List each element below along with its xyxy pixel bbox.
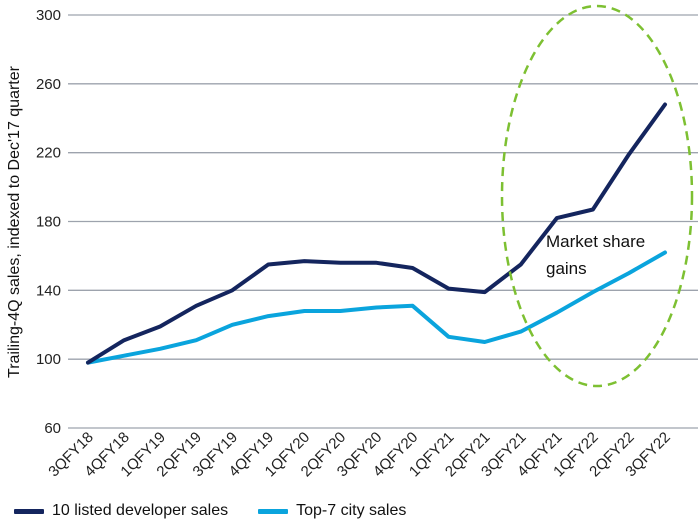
y-tick-300: 300 <box>36 7 61 24</box>
market-share-annotation: Market share gains <box>500 4 694 388</box>
legend-swatch-top7 <box>258 508 289 514</box>
gridlines <box>68 14 698 429</box>
y-tick-labels: 60 100 140 180 220 260 300 <box>36 7 61 437</box>
y-axis-label: Trailing-4Q sales, indexed to Dec'17 qua… <box>6 65 23 378</box>
series-line-developer <box>86 102 667 365</box>
y-tick-260: 260 <box>36 76 61 93</box>
y-tick-100: 100 <box>36 351 61 368</box>
y-tick-140: 140 <box>36 282 61 299</box>
legend-swatch-developer <box>14 508 44 514</box>
series-lines <box>86 102 667 365</box>
y-tick-60: 60 <box>44 420 61 437</box>
y-tick-180: 180 <box>36 214 61 231</box>
annotation-line-1: Market share <box>546 232 645 251</box>
x-tick-labels: 3QFY184QFY181QFY192QFY193QFY194QFY191QFY… <box>45 429 674 481</box>
legend-item-developer: 10 listed developer sales <box>14 502 228 520</box>
annotation-ellipse <box>500 4 694 388</box>
legend-label-developer: 10 listed developer sales <box>52 502 229 519</box>
legend-label-top7: Top-7 city sales <box>296 502 407 519</box>
series-line-top7 <box>86 250 667 365</box>
y-tick-220: 220 <box>36 145 61 162</box>
legend: 10 listed developer sales Top-7 city sal… <box>14 502 436 520</box>
annotation-line-2: gains <box>546 259 587 278</box>
legend-item-top7: Top-7 city sales <box>258 502 406 520</box>
